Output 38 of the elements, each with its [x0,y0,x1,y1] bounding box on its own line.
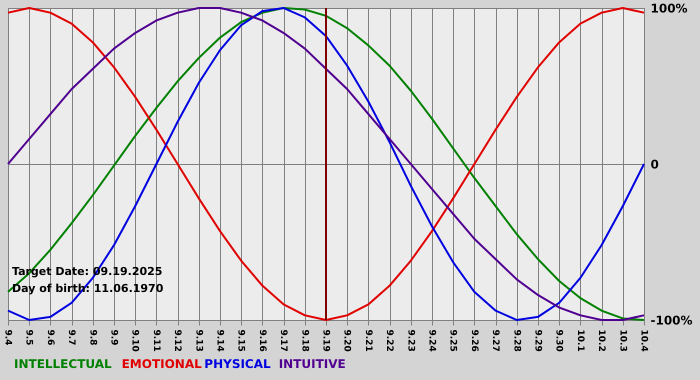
x-tick-label: 9.11 [150,330,161,352]
x-tick-label: 10.2 [596,330,606,352]
y-tick-label: -100% [650,314,693,328]
x-tick-label: 9.8 [87,330,98,346]
x-tick-label: 9.18 [299,330,310,352]
x-tick-label: 9.5 [24,330,34,346]
text: PHYSICAL [204,357,272,371]
x-tick-label: 9.15 [236,330,246,352]
x-tick-label: 9.27 [490,330,500,352]
x-tick-label: 9.10 [130,330,140,352]
x-tick-label: 9.9 [108,330,118,346]
x-tick-label: 9.6 [44,330,55,346]
x-tick-label: 9.25 [448,330,458,352]
x-tick-label: 9.19 [320,330,330,352]
x-tick-label: 9.16 [256,330,267,352]
text: INTUITIVE [278,357,346,371]
x-tick-label: 9.23 [405,330,416,352]
x-tick-label: 9.21 [362,330,373,352]
x-tick-label: 10.4 [638,330,648,352]
x-tick-label: 9.14 [214,330,224,352]
text: INTELLECTUAL [14,357,112,371]
x-tick-label: 9.24 [426,330,436,352]
x-tick-label: 10.3 [617,330,628,352]
x-tick-label: 9.12 [172,330,182,352]
x-tick-label: 9.22 [384,330,394,352]
x-tick-label: 9.29 [532,330,542,352]
x-tick-label: 9.20 [342,330,352,352]
y-tick-label: 0 [650,158,659,172]
x-tick-label: 9.13 [193,330,204,352]
x-tick-label: 9.7 [66,330,76,346]
x-tick-label: 10.1 [574,330,585,352]
x-tick-label: 9.30 [554,330,564,352]
x-tick-label: 9.17 [278,330,288,352]
x-tick-label: 9.28 [511,330,522,352]
x-tick-label: 9.26 [468,330,479,352]
x-tick-label: 9.4 [2,330,12,346]
text: EMOTIONAL [122,357,202,371]
y-tick-label: 100% [650,2,688,16]
